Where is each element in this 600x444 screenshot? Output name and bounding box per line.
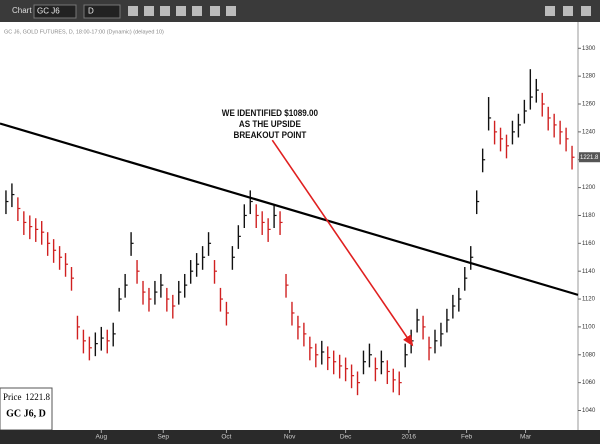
annotation-text: BREAKOUT POINT (234, 130, 308, 141)
y-tick-label: 1060 (582, 380, 596, 386)
annotation-arrow (271, 139, 414, 347)
window-title: Chart (12, 6, 32, 15)
y-tick-label: 1160 (582, 241, 596, 247)
toolbar-icons[interactable] (128, 6, 591, 16)
x-tick-label: Oct (221, 434, 231, 441)
y-tick-label: 1240 (582, 129, 596, 135)
trendline (0, 122, 579, 296)
data-window-label: Price (3, 392, 22, 402)
x-tick-label: Dec (340, 434, 352, 441)
x-tick-label: Feb (461, 434, 473, 441)
y-tick-label: 1120 (582, 297, 596, 303)
x-tick-label: Mar (520, 434, 532, 441)
x-tick-label: Sep (157, 434, 169, 441)
y-tick-label: 1180 (582, 213, 596, 219)
last-price-tag (579, 152, 600, 163)
y-tick-label: 1080 (582, 352, 596, 358)
y-tick-label: 1300 (582, 46, 596, 52)
x-tick-label: 2016 (402, 434, 417, 441)
y-tick-label: 1040 (582, 408, 596, 414)
y-tick-label: 1260 (582, 102, 596, 108)
interval: D (88, 7, 94, 16)
y-tick-label: 1140 (582, 269, 596, 275)
annotation-text: AS THE UPSIDE (239, 119, 301, 130)
price-axis (578, 22, 600, 430)
data-window-symbol: GC J6, D (6, 408, 46, 419)
data-window (0, 387, 53, 431)
annotation-text: WE IDENTIFIED $1089.00 (222, 108, 318, 119)
toolbar (0, 0, 600, 22)
interval-select[interactable] (83, 4, 121, 19)
x-tick-label: Aug (96, 434, 108, 441)
symbol-input[interactable] (33, 4, 77, 19)
data-window-price: 1221.8 (25, 392, 50, 402)
chart-header: GC J6, GOLD FUTURES, D, 18:00-17:00 (Dyn… (4, 29, 164, 35)
x-axis-strip (0, 430, 600, 444)
x-tick-label: Nov (284, 434, 296, 441)
plot-area (0, 22, 578, 430)
y-tick-label: 1100 (582, 324, 596, 330)
last-price-label: 1221.8 (580, 155, 599, 161)
y-tick-label: 1280 (582, 74, 596, 80)
y-tick-label: 1200 (582, 185, 596, 191)
symbol: GC J6 (37, 7, 60, 16)
